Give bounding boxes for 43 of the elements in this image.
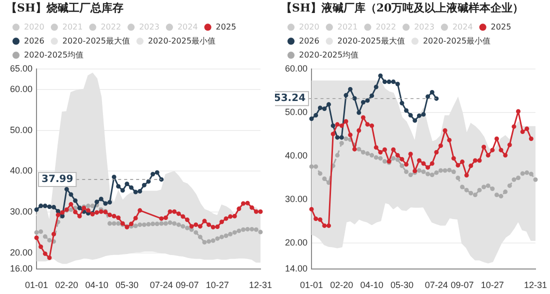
x-tick-label: 05-30: [115, 280, 138, 290]
x-tick-label: 12-31: [524, 280, 548, 290]
x-tick-label: 04-10: [85, 280, 108, 290]
x-tick-label: 10-27: [206, 280, 229, 290]
x-tick-label: 07-24: [150, 280, 173, 290]
chart-title: 【SH】烧碱工厂总库存: [6, 1, 124, 14]
x-tick-label: 10-27: [480, 280, 504, 290]
legend-label: 2025: [216, 22, 236, 32]
x-tick-label: 02-20: [55, 280, 78, 290]
x-tick-label: 09-07: [176, 280, 199, 290]
y-tick-label: 30.00: [284, 194, 308, 204]
x-tick-label: 02-20: [330, 280, 354, 290]
x-tick-label: 05-30: [390, 280, 414, 290]
legend-label: 2020-2025最小值: [148, 36, 216, 46]
legend-label: 2020-2025最小值: [422, 36, 491, 46]
x-tick-label: 01-01: [300, 280, 324, 290]
chart-title: 【SH】液碱厂库（20万吨及以上液碱样本企业）: [281, 1, 524, 14]
legend-label: 2026: [24, 36, 44, 46]
legend-label: 2025: [490, 22, 512, 32]
y-tick-label: 40.00: [284, 150, 308, 161]
y-tick-label: 60.00: [10, 84, 33, 94]
legend-label: 2020-2025最大值: [337, 36, 405, 46]
y-tick-label: 50.00: [10, 124, 33, 135]
y-tick-label: 30.00: [10, 206, 33, 217]
y-tick-label: 60.00: [284, 64, 308, 74]
x-tick-label: 09-07: [450, 280, 474, 290]
x-tick-label: 04-10: [360, 280, 384, 290]
y-tick-label: 20.00: [10, 247, 33, 258]
y-tick-label: 40.00: [10, 166, 33, 176]
annotation: 37.99: [42, 174, 74, 186]
x-tick-label: 12-31: [248, 280, 272, 290]
legend-label: 2020-2025均值: [24, 50, 84, 60]
y-tick-label: 20.00: [284, 238, 308, 248]
y-tick-label: 16.00: [10, 264, 33, 274]
legend-label: 2020-2025最大值: [62, 36, 130, 46]
y-tick-label: 50.00: [284, 107, 308, 118]
x-tick-label: 01-01: [25, 280, 48, 290]
y-tick-label: 65.00: [10, 64, 33, 74]
legend-label: 2020-2025均值: [299, 50, 359, 60]
y-tick-label: 14.00: [284, 264, 308, 274]
annotation: 53.24: [274, 93, 306, 104]
legend-label: 2026: [299, 36, 320, 46]
x-tick-label: 07-24: [424, 280, 448, 290]
